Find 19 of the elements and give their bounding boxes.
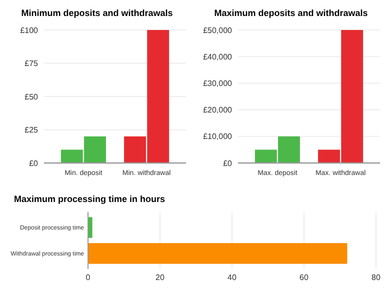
chart-title: Maximum processing time in hours (14, 194, 166, 204)
y-tick-label: £50 (24, 92, 39, 102)
x-tick-label: 60 (300, 273, 309, 282)
y-tick-label: £25 (24, 126, 39, 135)
y-tick-label: £75 (24, 59, 39, 68)
x-tick-label: 0 (86, 273, 91, 282)
y-tick-label: £40,000 (203, 52, 233, 62)
y-tick-label: £100 (20, 26, 39, 35)
y-tick-label: £10,000 (203, 132, 233, 142)
chart-title: Maximum deposits and withdrawals (214, 8, 368, 18)
x-tick-label: 20 (156, 273, 165, 282)
y-tick-label: £0 (29, 158, 39, 168)
chart-title: Minimum deposits and withdrawals (21, 8, 173, 18)
x-tick-label: 40 (228, 273, 237, 282)
y-tick-label: £0 (223, 158, 233, 168)
y-tick-label: £50,000 (203, 26, 233, 35)
y-tick-label: £30,000 (203, 79, 233, 88)
y-tick-label: £20,000 (203, 106, 233, 115)
x-tick-label: 80 (372, 273, 381, 282)
